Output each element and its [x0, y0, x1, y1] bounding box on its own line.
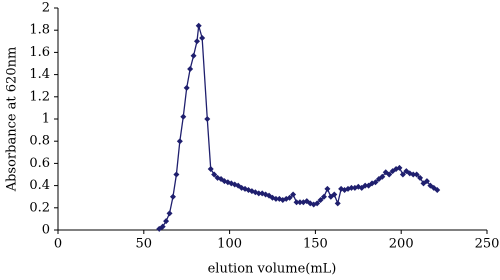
data-point	[413, 171, 420, 178]
data-point	[176, 138, 183, 145]
y-tick-label: 1.8	[29, 23, 50, 38]
x-tick-label: 150	[303, 237, 328, 252]
data-point	[334, 200, 341, 207]
data-point	[211, 171, 218, 178]
data-point	[362, 182, 369, 189]
x-tick-label: 250	[475, 237, 500, 252]
data-point	[255, 190, 262, 197]
y-axis-label: Absorbance at 620nm	[5, 47, 20, 193]
data-point	[293, 199, 300, 206]
data-point	[320, 193, 327, 200]
data-point	[173, 171, 180, 178]
x-tick-label: 50	[136, 237, 153, 252]
data-point	[286, 194, 293, 201]
y-tick-label: 1.6	[29, 45, 50, 60]
data-point	[166, 210, 173, 217]
data-line	[158, 25, 438, 230]
data-point	[324, 185, 331, 192]
data-point	[331, 191, 338, 198]
data-point	[314, 200, 321, 207]
data-point	[204, 116, 211, 122]
data-point	[417, 174, 424, 181]
data-point	[190, 52, 197, 59]
data-point	[272, 195, 279, 202]
x-tick-label: 0	[54, 237, 62, 252]
data-point	[193, 38, 200, 45]
data-point	[317, 197, 324, 204]
data-point	[379, 173, 386, 180]
y-tick-label: 0	[42, 223, 50, 238]
y-tick-label: 1	[42, 112, 50, 127]
data-point	[372, 179, 379, 186]
x-tick-label: 100	[217, 237, 242, 252]
data-point	[386, 171, 393, 178]
data-point	[159, 223, 166, 230]
y-tick-label: 0.4	[29, 178, 50, 193]
data-point	[169, 193, 176, 200]
data-point	[396, 164, 403, 171]
data-point	[423, 178, 430, 185]
data-point	[348, 184, 355, 191]
x-axis-label: elution volume(mL)	[208, 262, 337, 277]
x-tick-label: 200	[389, 237, 414, 252]
y-tick-label: 0.2	[29, 200, 50, 215]
y-tick-label: 0.6	[29, 156, 50, 171]
data-point	[187, 66, 194, 73]
data-point	[183, 84, 190, 91]
y-tick-label: 0.8	[29, 134, 50, 149]
data-point	[290, 191, 297, 198]
data-point	[199, 34, 206, 41]
data-point	[195, 22, 202, 29]
data-point	[180, 113, 187, 120]
data-point	[207, 165, 214, 172]
data-point	[399, 171, 406, 178]
data-point	[163, 218, 170, 225]
y-tick-label: 2	[42, 1, 50, 16]
y-tick-label: 1.2	[29, 89, 50, 104]
data-point	[296, 199, 303, 206]
data-point	[434, 187, 441, 194]
y-tick-label: 1.4	[29, 67, 50, 82]
data-point	[410, 171, 417, 178]
